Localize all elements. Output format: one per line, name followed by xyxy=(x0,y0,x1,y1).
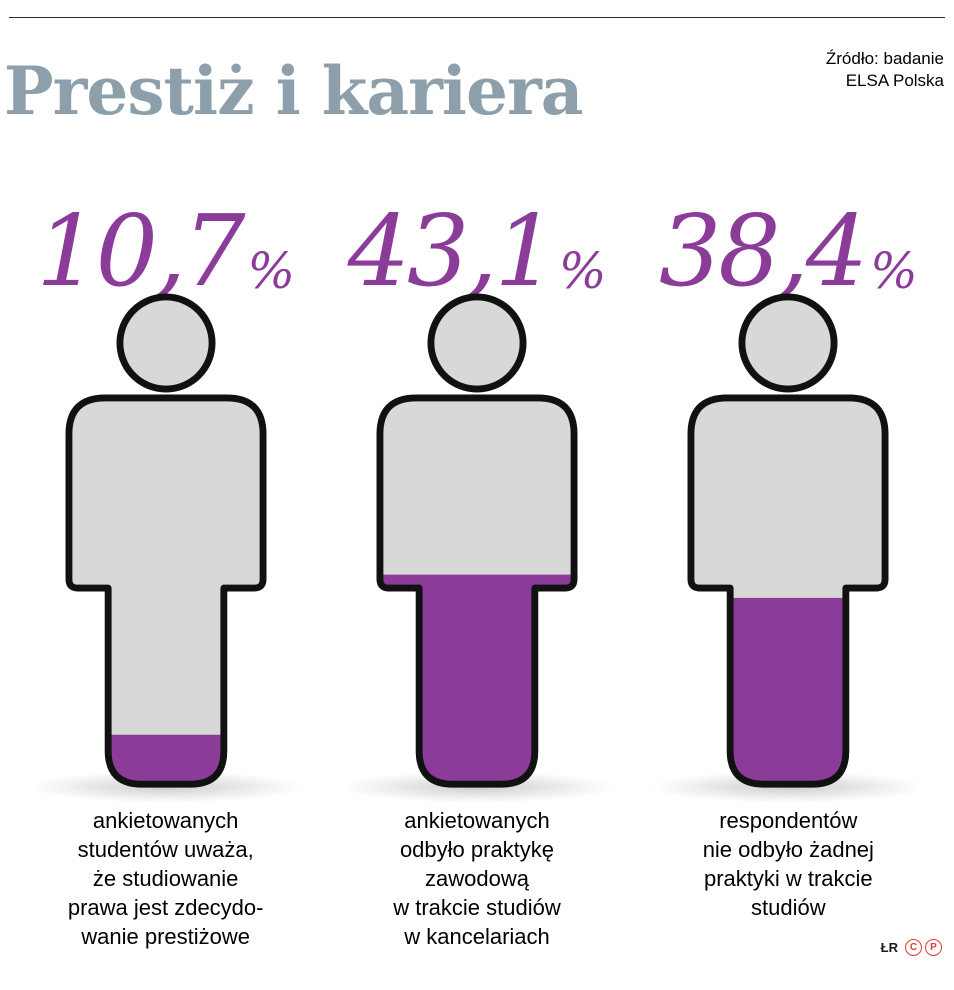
value-number: 38,4 xyxy=(658,194,868,309)
figure-column-1: 10,7% ankietowanych studentów uważa, że … xyxy=(10,168,321,951)
copyright-c-icon: C xyxy=(905,939,922,956)
top-divider-rule xyxy=(9,17,945,18)
copyright-p-icon: P xyxy=(925,939,942,956)
author-initials: ŁR xyxy=(880,940,898,955)
footer-credits: ŁR C P xyxy=(881,939,942,956)
fill-level-2 xyxy=(379,574,575,785)
person-pictogram-2 xyxy=(376,293,578,788)
copyright-icons: C P xyxy=(905,939,942,956)
value-label-3: 38,4% xyxy=(658,168,918,309)
pictogram-columns: 10,7% ankietowanych studentów uważa, że … xyxy=(0,168,954,951)
figure-column-3: 38,4% respondentów nie odbyło żadnej pra… xyxy=(633,168,944,951)
figure-column-2: 43,1% ankietowanych odbyło praktykę zawo… xyxy=(321,168,632,951)
value-unit: % xyxy=(870,242,918,300)
person-pictogram-1 xyxy=(65,293,267,788)
value-label-2: 43,1% xyxy=(347,168,607,309)
value-label-1: 10,7% xyxy=(36,168,296,309)
fill-level-3 xyxy=(691,597,886,785)
value-unit: % xyxy=(558,242,607,300)
value-unit: % xyxy=(247,242,296,300)
source-credit: Źródło: badanie ELSA Polska xyxy=(825,49,944,91)
figure-caption-1: ankietowanych studentów uważa, że studio… xyxy=(67,808,264,950)
value-number: 10,7 xyxy=(36,194,245,309)
page-title: Prestiż i kariera xyxy=(4,52,583,130)
figure-caption-2: ankietowanych odbyło praktykę zawodową w… xyxy=(393,808,561,950)
person-pictogram-3 xyxy=(687,293,889,788)
figure-caption-3: respondentów nie odbyło żadnej praktyki … xyxy=(702,808,874,921)
value-number: 43,1 xyxy=(347,194,557,309)
